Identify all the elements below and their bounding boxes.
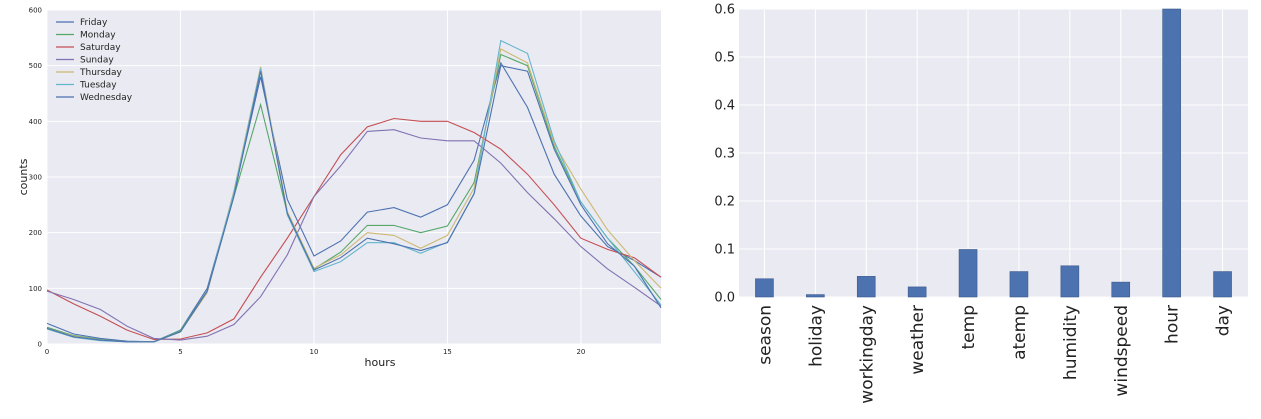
bar-temp	[958, 249, 978, 298]
bar-y-tick-label: 0.2	[714, 195, 735, 210]
line-y-tick-label: 100	[29, 285, 42, 293]
line-x-tick-label: 15	[443, 348, 452, 356]
legend-label-monday: Monday	[80, 31, 116, 41]
line-x-tick-label: 0	[45, 348, 49, 356]
line-series-saturday	[46, 117, 662, 341]
bar-category-label-windspeed: windspeed	[1112, 305, 1132, 397]
bar-hour	[1162, 8, 1181, 298]
line-legend: Friday Monday Saturday Sunday Thursday Tuesda…	[56, 18, 133, 103]
line-y-tick-label: 600	[29, 7, 42, 15]
line-x-tick-label: 20	[576, 348, 585, 356]
line-y-axis-label: counts	[17, 158, 30, 195]
line-y-ticks: 0 100 200 300 400 500 600	[29, 7, 42, 349]
bar-category-label-season: season	[755, 305, 775, 365]
bar-marks-group	[755, 8, 1232, 298]
line-series-sunday	[46, 129, 662, 341]
bar-atemp	[1009, 271, 1029, 298]
line-y-tick-label: 200	[29, 229, 42, 237]
bar-y-tick-label: 0.0	[714, 291, 735, 306]
bar-y-tick-label: 0.5	[714, 51, 735, 66]
bar-category-label-weather: weather	[908, 305, 928, 375]
bar-y-tick-label: 0.6	[714, 3, 735, 18]
bar-category-label-day: day	[1214, 305, 1234, 336]
legend-label-saturday: Saturday	[80, 43, 121, 53]
bar-windspeed	[1111, 281, 1131, 298]
bar-workingday	[856, 276, 876, 298]
legend-label-friday: Friday	[80, 18, 108, 28]
bar-category-label-holiday: holiday	[806, 305, 826, 367]
line-x-tick-label: 5	[178, 348, 182, 356]
bar-category-label-temp: temp	[959, 305, 979, 349]
line-series-group	[46, 39, 662, 343]
bar-y-tick-label: 0.4	[714, 99, 735, 114]
bar-day	[1213, 271, 1232, 298]
legend-label-wednesday: Wednesday	[80, 93, 133, 103]
line-grid	[46, 9, 661, 345]
bar-category-label-humidity: humidity	[1061, 305, 1081, 380]
bar-category-label-workingday: workingday	[857, 305, 877, 404]
bar-y-tick-label: 0.3	[714, 147, 735, 162]
bar-holiday	[806, 294, 825, 298]
bar-y-ticks: 0.0 0.1 0.2 0.3 0.4 0.5 0.6	[714, 3, 735, 306]
bar-chart: 0.0 0.1 0.2 0.3 0.4 0.5 0.6 season holiday worki…	[714, 3, 1248, 404]
legend-label-sunday: Sunday	[80, 56, 114, 66]
bar-season	[755, 278, 774, 298]
line-y-tick-label: 300	[29, 174, 42, 182]
bar-humidity	[1060, 265, 1080, 298]
line-x-ticks: 0 5 10 15 20	[45, 348, 586, 356]
legend-label-tuesday: Tuesday	[79, 81, 117, 91]
legend-label-thursday: Thursday	[79, 68, 123, 78]
line-x-axis-label: hours	[365, 356, 396, 369]
line-y-tick-label: 400	[29, 118, 42, 126]
bar-weather	[907, 286, 927, 298]
line-y-tick-label: 0	[38, 341, 42, 349]
line-y-tick-label: 500	[29, 62, 42, 70]
bar-category-label-hour: hour	[1163, 305, 1183, 344]
line-x-tick-label: 10	[309, 348, 318, 356]
line-chart: 0 5 10 15 20 0 100 200 300 400 500 600 hours count…	[17, 7, 662, 369]
bar-y-tick-label: 0.1	[714, 243, 735, 258]
line-series-wednesday	[46, 65, 662, 343]
bar-category-label-atemp: atemp	[1010, 305, 1030, 360]
bar-category-labels: season holiday workingday weather temp atemp h…	[755, 305, 1233, 404]
